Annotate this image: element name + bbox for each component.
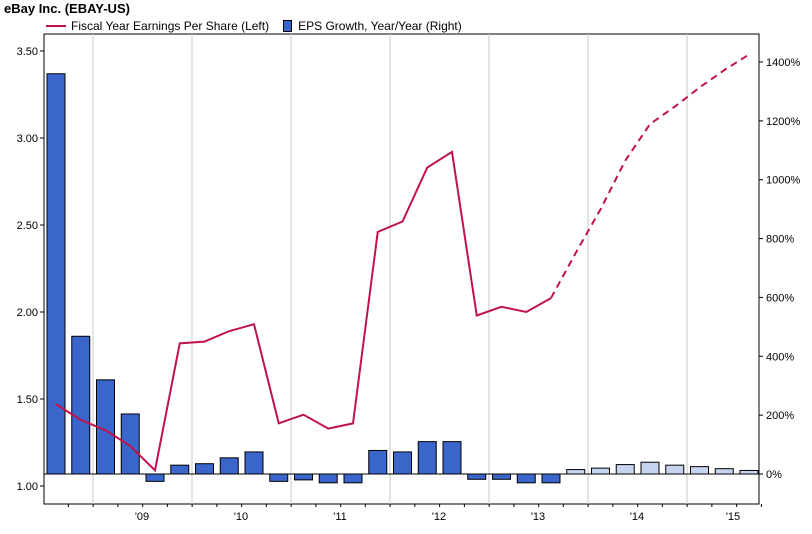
growth-bar <box>690 466 709 475</box>
growth-bar <box>145 473 165 482</box>
right-axis-tick-label: 1000% <box>766 175 800 187</box>
left-axis-tick-label: 2.50 <box>17 220 38 232</box>
legend-item-eps: Fiscal Year Earnings Per Share (Left) <box>46 19 269 33</box>
legend-label-growth: EPS Growth, Year/Year (Right) <box>298 19 462 33</box>
eps-line-estimate <box>550 53 750 299</box>
left-axis-tick-label: 1.50 <box>17 394 38 406</box>
right-axis-tick-label: 600% <box>766 292 794 304</box>
growth-bar <box>46 73 66 475</box>
right-axis-tick-label: 0% <box>766 469 782 481</box>
growth-bar <box>665 464 685 475</box>
x-axis-tick-label: '15 <box>726 511 740 523</box>
plot-area <box>43 33 760 505</box>
growth-bar <box>368 449 388 475</box>
growth-bar <box>417 441 437 475</box>
growth-bar <box>591 467 610 475</box>
growth-bar <box>541 473 561 484</box>
x-axis-tick-label: '09 <box>135 511 149 523</box>
legend-item-growth: EPS Growth, Year/Year (Right) <box>283 19 462 33</box>
growth-bar <box>739 469 759 475</box>
right-axis-tick-label: 200% <box>766 410 794 422</box>
growth-bar <box>566 469 586 475</box>
legend-label-eps: Fiscal Year Earnings Per Share (Left) <box>71 19 270 33</box>
growth-bar <box>120 413 140 475</box>
left-axis-tick-label: 2.00 <box>17 307 38 319</box>
growth-bar <box>467 473 487 480</box>
growth-bar <box>516 473 536 484</box>
growth-bar <box>318 473 338 484</box>
right-axis-tick-label: 1400% <box>766 57 800 69</box>
legend: Fiscal Year Earnings Per Share (Left) EP… <box>46 19 476 33</box>
growth-bar <box>244 451 264 475</box>
growth-bar <box>343 473 363 484</box>
x-axis-tick-label: '14 <box>630 511 644 523</box>
growth-bar <box>615 464 635 475</box>
growth-bar <box>492 473 511 480</box>
growth-bar <box>714 468 734 475</box>
growth-bar <box>294 473 313 481</box>
x-axis-tick-label: '12 <box>432 511 446 523</box>
left-axis-tick-label: 1.00 <box>17 481 38 493</box>
eps-line-actual <box>55 150 552 473</box>
x-axis-tick-label: '10 <box>234 511 248 523</box>
growth-bar <box>640 461 660 475</box>
chart-title: eBay Inc. (EBAY-US) <box>4 1 130 16</box>
growth-bar <box>442 441 462 475</box>
right-axis-tick-label: 800% <box>766 234 794 246</box>
growth-bar <box>219 457 239 475</box>
right-axis-tick-label: 400% <box>766 351 794 363</box>
growth-bar <box>269 473 289 482</box>
left-axis-tick-label: 3.00 <box>17 133 38 145</box>
legend-bar-swatch <box>283 20 293 32</box>
right-axis-tick-label: 1200% <box>766 116 800 128</box>
growth-bar <box>170 464 190 475</box>
growth-bar <box>195 463 214 475</box>
x-axis-tick-label: '13 <box>531 511 545 523</box>
left-axis-tick-label: 3.50 <box>17 46 38 58</box>
growth-bar <box>393 451 412 475</box>
legend-line-swatch <box>46 25 66 27</box>
growth-bar <box>71 335 91 475</box>
x-axis-tick-label: '11 <box>333 511 347 523</box>
